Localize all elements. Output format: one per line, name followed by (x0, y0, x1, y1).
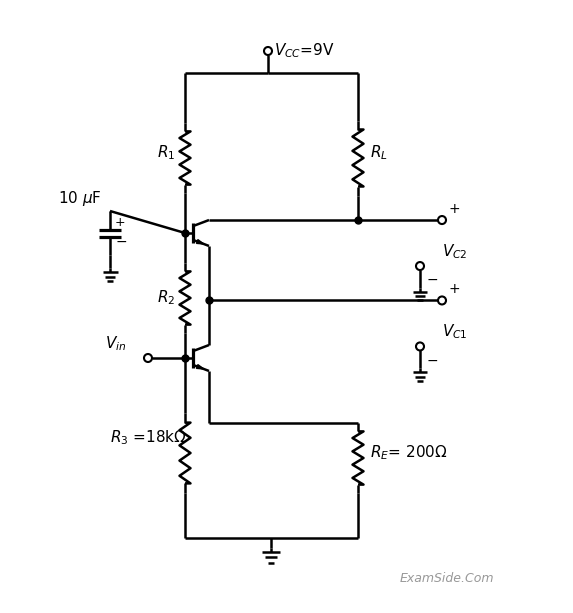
Text: $R_1$: $R_1$ (156, 143, 175, 162)
Text: $V_{CC}$=9V: $V_{CC}$=9V (274, 42, 335, 60)
Text: +: + (448, 202, 460, 216)
Text: $-$: $-$ (426, 272, 438, 286)
Text: $R_L$: $R_L$ (370, 143, 388, 162)
Polygon shape (197, 240, 204, 244)
Text: $R_3$ =18k$\Omega$: $R_3$ =18k$\Omega$ (110, 428, 187, 447)
Text: $R_2$: $R_2$ (157, 289, 175, 307)
Text: $R_E$= 200$\Omega$: $R_E$= 200$\Omega$ (370, 444, 448, 462)
Text: $-$: $-$ (426, 352, 438, 367)
Text: 10 $\mu$F: 10 $\mu$F (58, 189, 102, 207)
Text: $-$: $-$ (115, 234, 127, 248)
Text: +: + (448, 283, 460, 297)
Text: ExamSide.Com: ExamSide.Com (400, 572, 494, 585)
Text: $V_{C2}$: $V_{C2}$ (442, 242, 468, 261)
Text: $V_{in}$: $V_{in}$ (105, 334, 126, 353)
Text: $V_{C1}$: $V_{C1}$ (442, 322, 468, 341)
Text: +: + (115, 216, 125, 229)
Polygon shape (197, 365, 204, 369)
